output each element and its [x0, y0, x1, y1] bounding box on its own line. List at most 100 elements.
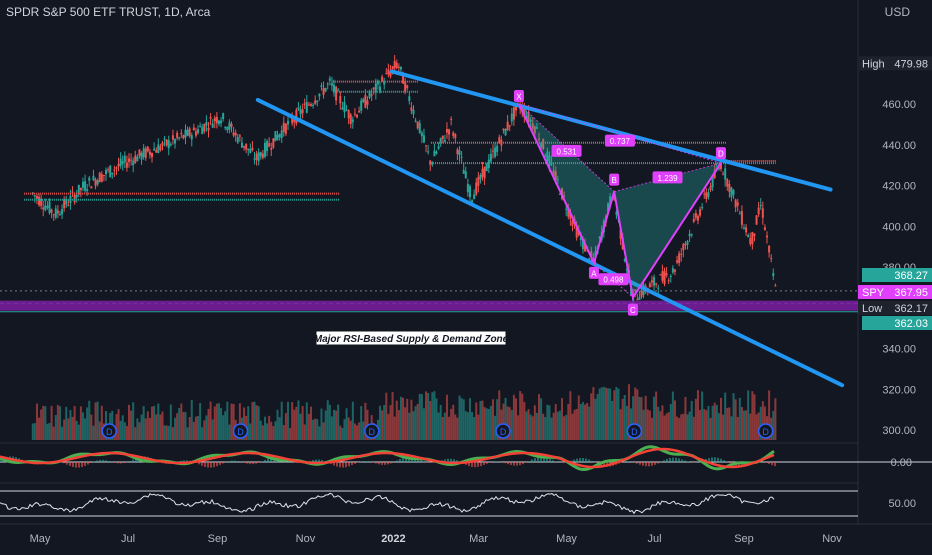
volume-bar [494, 416, 496, 440]
candle-body [486, 164, 488, 171]
volume-bar [300, 414, 302, 440]
oscillator-histogram-bar [555, 461, 557, 462]
candle-body [346, 110, 348, 111]
candle-body [199, 126, 201, 127]
harmonic-ratio-label: 1.239 [658, 174, 679, 183]
candle-body [320, 85, 322, 87]
oscillator-histogram-bar [228, 461, 230, 462]
volume-bar [42, 406, 44, 440]
candle-body [726, 179, 728, 186]
volume-bar [381, 410, 383, 440]
candle-body [113, 170, 115, 171]
oscillator-histogram-bar [621, 462, 623, 463]
volume-bar [410, 400, 412, 440]
volume-bar [306, 402, 308, 440]
candle-body [358, 111, 360, 113]
oscillator-histogram-bar [768, 462, 770, 464]
candle-body [214, 118, 216, 122]
oscillator-histogram-bar [222, 462, 224, 463]
volume-bar [120, 421, 122, 440]
time-axis-tick: Jul [648, 533, 662, 545]
volume-bar [314, 419, 316, 440]
harmonic-point-label: D [718, 150, 724, 159]
volume-bar [724, 393, 726, 440]
oscillator-histogram-bar [252, 462, 254, 464]
candle-body [710, 186, 712, 190]
volume-bar [379, 406, 381, 440]
oscillator-histogram-bar [594, 462, 596, 463]
volume-bar [553, 413, 555, 440]
oscillator-histogram-bar [510, 462, 512, 465]
candle-body [153, 149, 155, 150]
volume-bar [270, 422, 272, 440]
volume-bar [335, 411, 337, 440]
candle-body [448, 129, 450, 134]
candle-body [124, 156, 126, 162]
volume-bar [82, 412, 84, 440]
time-axis-tick: Sep [734, 533, 754, 545]
dividend-marker-label: D [762, 427, 769, 437]
candle-body [348, 110, 350, 118]
candle-body [463, 170, 465, 174]
volume-bar [749, 414, 751, 440]
volume-bar [486, 408, 488, 440]
volume-bar [597, 394, 599, 440]
volume-bar [412, 411, 414, 440]
volume-bar [425, 391, 427, 440]
candle-body [699, 209, 701, 215]
volume-bar [471, 412, 473, 440]
time-axis-tick: Jul [121, 533, 135, 545]
candle-body [350, 114, 352, 124]
last-price-tag: 368.27 [894, 270, 928, 282]
volume-bar [565, 415, 567, 440]
candle-body [730, 188, 732, 197]
volume-bar [308, 414, 310, 440]
candle-body [444, 140, 446, 142]
volume-bar [268, 416, 270, 440]
volume-bar [438, 412, 440, 440]
candle-body [496, 146, 498, 152]
volume-bar [655, 392, 657, 440]
volume-bar [532, 416, 534, 440]
candle-body [707, 192, 709, 197]
candle-body [661, 271, 663, 280]
volume-bar [226, 402, 228, 440]
candle-body [300, 109, 302, 114]
volume-bar [436, 398, 438, 440]
candle-body [293, 120, 295, 122]
volume-bar [396, 401, 398, 440]
volume-bar [327, 400, 329, 440]
volume-bar [538, 394, 540, 440]
candle-body [475, 183, 477, 195]
candle-body [381, 77, 383, 81]
volume-bar [128, 405, 130, 440]
oscillator-histogram-bar [216, 462, 218, 466]
oscillator-histogram-bar [522, 462, 524, 464]
volume-bar [155, 414, 157, 440]
volume-bar [164, 425, 166, 440]
oscillator-histogram-bar [63, 462, 65, 463]
candle-body [668, 280, 670, 281]
volume-bar [758, 412, 760, 440]
candle-body [166, 140, 168, 146]
candle-body [383, 82, 385, 84]
candle-body [84, 181, 86, 191]
volume-bar [126, 426, 128, 440]
oscillator-histogram-bar [504, 462, 506, 463]
volume-bar [452, 405, 454, 440]
candle-body [82, 182, 84, 188]
oscillator-histogram-bar [654, 462, 656, 465]
volume-bar [281, 402, 283, 440]
oscillator-histogram-bar [234, 461, 236, 462]
volume-bar [182, 412, 184, 440]
candle-body [636, 299, 638, 300]
candle-body [210, 117, 212, 118]
volume-bar [118, 409, 120, 440]
candle-body [251, 148, 253, 150]
oscillator-histogram-bar [723, 460, 725, 462]
oscillator-histogram-bar [687, 461, 689, 462]
price-axis-tick: 420.00 [882, 181, 916, 193]
volume-bar [291, 402, 293, 440]
candle-body [59, 214, 61, 215]
